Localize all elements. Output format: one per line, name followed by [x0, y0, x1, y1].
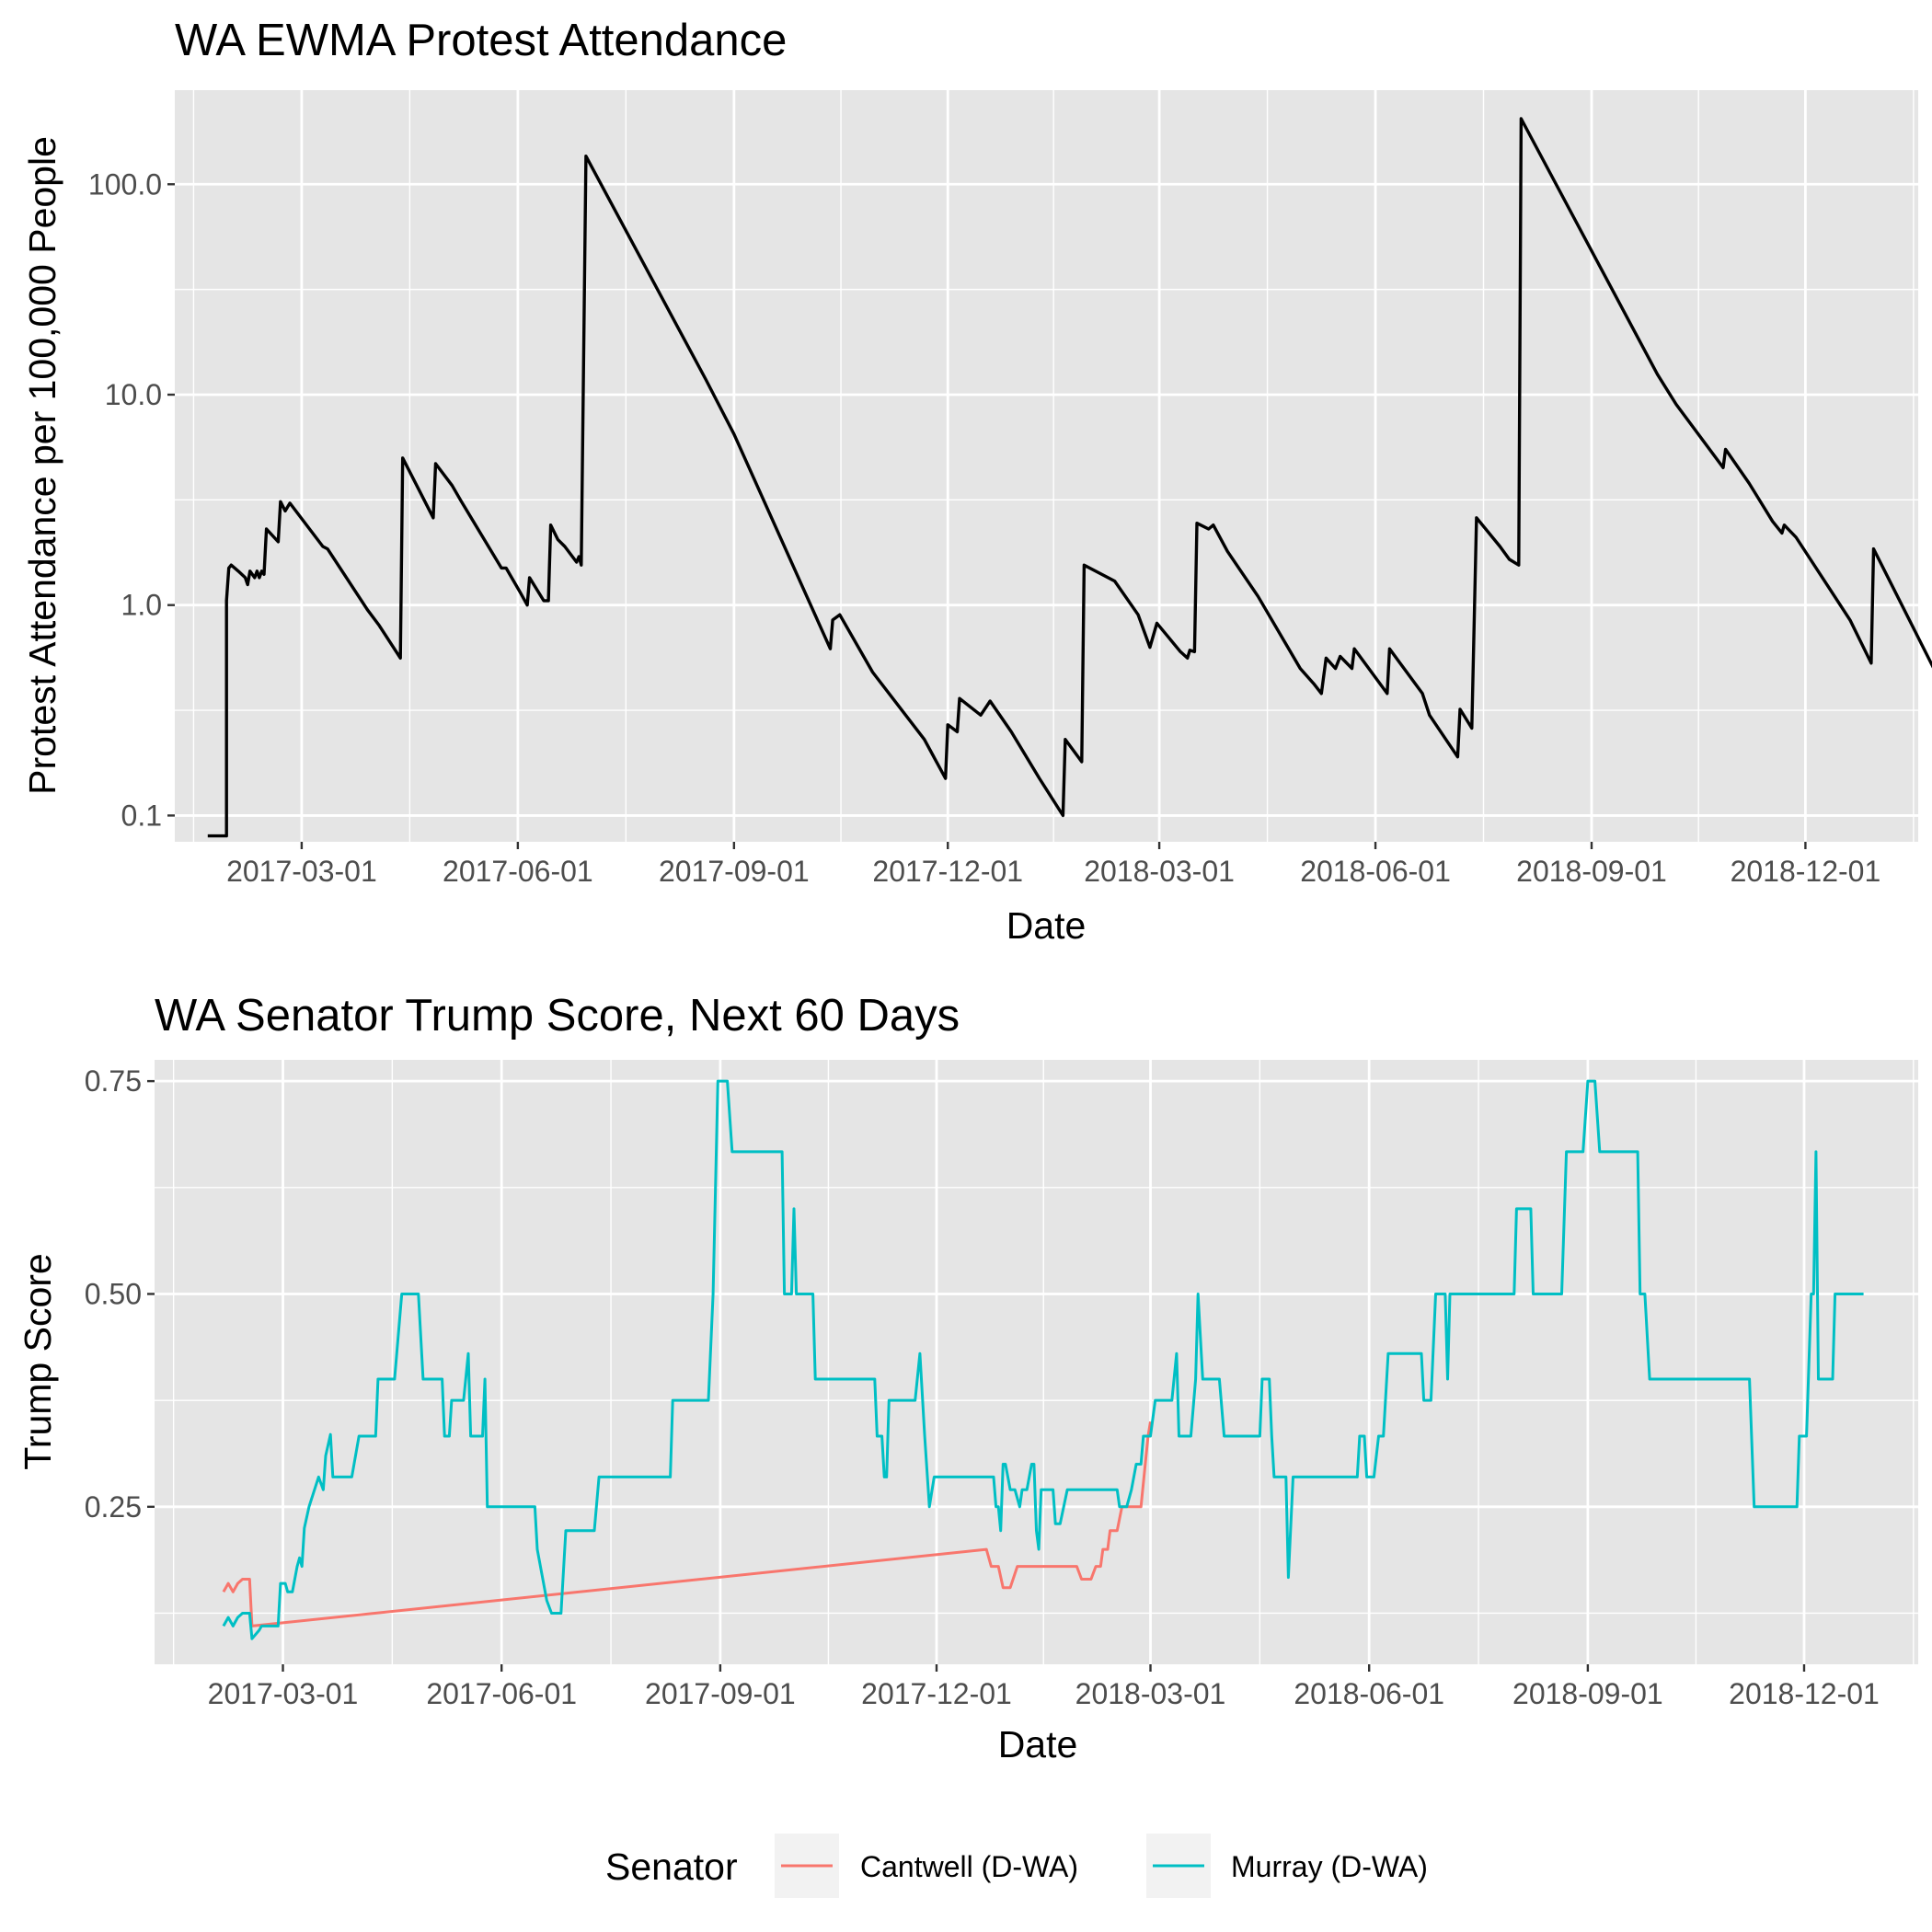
chart2-gridlines: [155, 1060, 1918, 1664]
chart2-series-murray-line: [222, 1079, 1864, 1640]
chart2-x-tick-label: 2018-03-01: [1075, 1677, 1226, 1710]
chart1-y-axis-title: Protest Attendance per 100,000 People: [21, 136, 63, 795]
chart1-x-tick-label: 2017-09-01: [659, 855, 810, 888]
chart2-plot-panel: [155, 1060, 1918, 1664]
chart2-x-tick-label: 2018-06-01: [1294, 1677, 1444, 1710]
chart1-series-attendance-line: [207, 117, 1932, 838]
chart1-x-tick-label: 2018-06-01: [1300, 855, 1451, 888]
chart1-x-tick-label: 2018-12-01: [1731, 855, 1881, 888]
chart1-title: WA EWMA Protest Attendance: [175, 16, 787, 65]
legend: Senator Cantwell (D-WA) Murray (D-WA): [605, 1834, 1428, 1898]
chart1-y-tick-label: 100.0: [88, 167, 162, 201]
chart2-y-tick-label: 0.75: [85, 1064, 142, 1098]
chart1-series: [207, 117, 1932, 838]
chart1-axes: 2017-03-01 2017-06-01 2017-09-01 2017-12-01…: [88, 167, 1880, 888]
chart1-x-tick-label: 2017-06-01: [443, 855, 593, 888]
chart1-gridlines: [175, 90, 1918, 842]
chart1-x-tick-label: 2017-12-01: [872, 855, 1023, 888]
chart1-x-tick-label: 2017-03-01: [226, 855, 377, 888]
legend-title: Senator: [605, 1846, 738, 1888]
chart2-series-cantwell-line: [222, 1421, 1152, 1627]
legend-label-murray: Murray (D-WA): [1231, 1850, 1428, 1883]
chart2-x-axis-title: Date: [998, 1723, 1078, 1765]
chart2-y-tick-label: 0.25: [85, 1490, 142, 1524]
chart1-x-axis-title: Date: [1006, 904, 1087, 947]
chart2-y-axis-title: Trump Score: [17, 1253, 59, 1469]
chart2-axes: 2017-03-01 2017-06-01 2017-09-01 2017-12-01…: [85, 1064, 1880, 1710]
chart2-title: WA Senator Trump Score, Next 60 Days: [155, 991, 960, 1041]
chart2-x-tick-label: 2017-12-01: [861, 1677, 1012, 1710]
chart2-x-tick-label: 2017-09-01: [645, 1677, 796, 1710]
chart2-x-tick-label: 2018-09-01: [1512, 1677, 1663, 1710]
chart2-y-tick-label: 0.50: [85, 1277, 142, 1310]
legend-label-cantwell: Cantwell (D-WA): [860, 1850, 1078, 1883]
chart1-plot-panel: [175, 90, 1918, 842]
chart1-y-tick-label: 1.0: [121, 589, 162, 622]
chart2-series: [222, 1079, 1864, 1640]
chart2-x-tick-label: 2017-06-01: [426, 1677, 577, 1710]
chart1-x-tick-label: 2018-09-01: [1516, 855, 1667, 888]
chart2-x-tick-label: 2017-03-01: [208, 1677, 359, 1710]
chart1-y-tick-label: 10.0: [105, 378, 162, 411]
chart1-y-tick-label: 0.1: [121, 799, 162, 832]
chart2-x-tick-label: 2018-12-01: [1729, 1677, 1880, 1710]
chart1-x-tick-label: 2018-03-01: [1084, 855, 1235, 888]
